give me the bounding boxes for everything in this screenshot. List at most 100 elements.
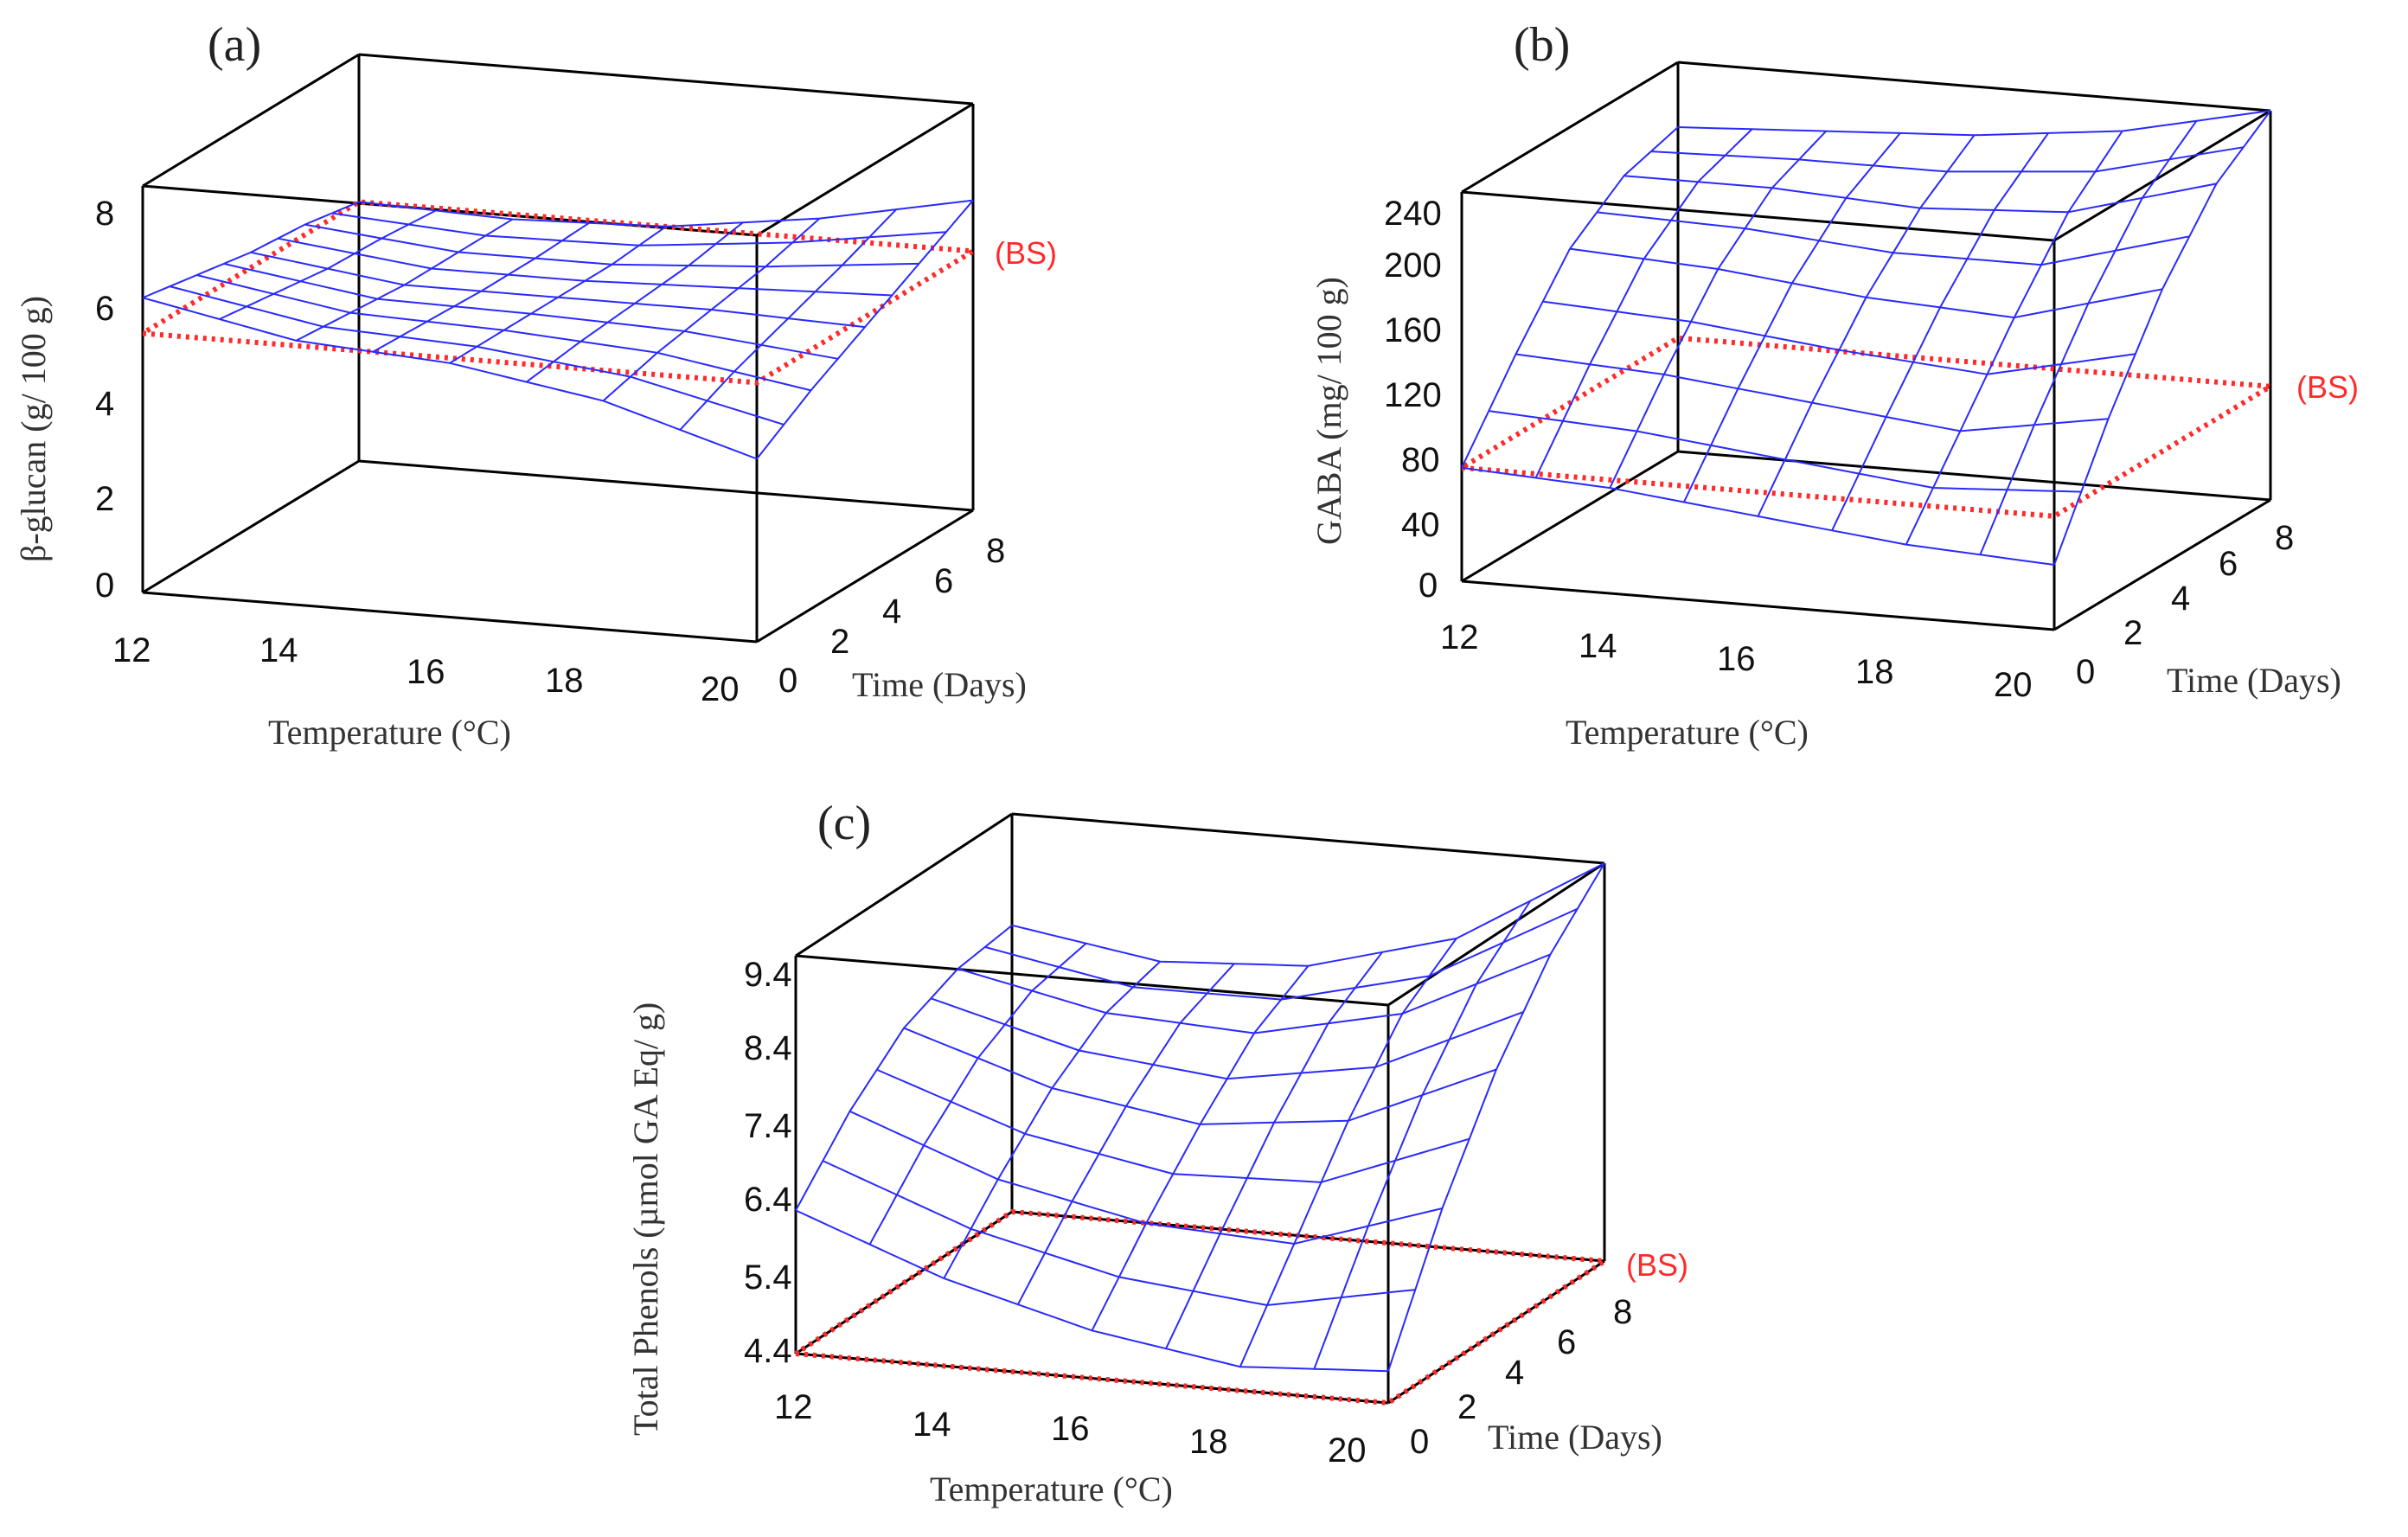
surface-line xyxy=(358,199,974,227)
panel-a-zt0: 0 xyxy=(95,567,114,605)
panel-c-zt4: 8.4 xyxy=(744,1029,792,1067)
panel-a-surface xyxy=(142,199,974,460)
surface-line xyxy=(1609,130,1828,489)
surface-line xyxy=(170,285,785,426)
panel-b-zt5: 200 xyxy=(1384,247,1442,285)
panel-b-ylabel: Time (Days) xyxy=(2167,661,2341,700)
panel-c-surface xyxy=(795,862,1605,1373)
panel-a-xt1: 14 xyxy=(259,631,298,669)
panel-b-surface xyxy=(1461,110,2271,566)
box-edge xyxy=(1387,861,1605,1007)
surface-line xyxy=(1489,410,2082,493)
surface-line xyxy=(1165,951,1383,1349)
panel-c: (c) 4.4 5.4 6.4 7.4 8.4 9.4 12 14 16 18 … xyxy=(626,797,1688,1508)
panel-c-zt2: 6.4 xyxy=(744,1181,792,1219)
box-edge xyxy=(756,509,974,644)
panel-c-zt0: 4.4 xyxy=(744,1332,792,1370)
panel-a-yt2: 4 xyxy=(882,592,901,631)
panel-c-ticks: 4.4 5.4 6.4 7.4 8.4 9.4 12 14 16 18 20 0… xyxy=(744,956,1632,1470)
panel-a-xt4: 20 xyxy=(701,670,740,708)
panel-a-zt1: 2 xyxy=(95,480,114,518)
panel-b-ticks: 0 40 80 120 160 200 240 12 14 16 18 20 0… xyxy=(1384,195,2294,704)
panel-c-yt1: 2 xyxy=(1457,1388,1476,1426)
panel-c-label: (c) xyxy=(817,797,871,850)
panel-a-zt4: 8 xyxy=(95,195,114,233)
panel-a-xlabel: Temperature (°C) xyxy=(268,713,511,752)
box-edge xyxy=(1011,812,1605,865)
surface-line xyxy=(372,221,590,353)
box-edge xyxy=(1461,61,1679,194)
surface-line xyxy=(1387,862,1605,1372)
panel-b-yt2: 4 xyxy=(2171,580,2190,618)
panel-b-zt2: 80 xyxy=(1401,441,1440,479)
surface-line xyxy=(449,226,667,364)
panel-c-zlabel: Total Phenols (µmol GA Eq/ g) xyxy=(626,1002,665,1436)
box-edge xyxy=(358,53,974,106)
surface-line xyxy=(223,262,838,360)
panel-a-xt2: 16 xyxy=(407,653,445,691)
panel-a-zt3: 6 xyxy=(95,290,114,328)
panel-a-zlabel: β-glucan (g/ 100 g) xyxy=(14,296,53,562)
panel-b-zt6: 240 xyxy=(1384,195,1442,233)
surface-line xyxy=(1677,110,2271,137)
panel-c-ylabel: Time (Days) xyxy=(1488,1418,1662,1457)
panel-a-yt1: 2 xyxy=(830,623,849,661)
bs-plane-outline xyxy=(794,1208,1612,1406)
panel-b-bs-label: (BS) xyxy=(2296,369,2359,405)
box-edge xyxy=(1461,190,2055,242)
box-edge xyxy=(1387,1259,1605,1405)
surface-line xyxy=(1650,146,2244,173)
surface-line xyxy=(795,925,1013,1211)
surface-line xyxy=(1757,134,1976,517)
surface-line xyxy=(679,208,898,431)
panel-a-yt3: 6 xyxy=(934,562,953,600)
surface-line xyxy=(903,1027,1497,1125)
panel-b-zt0: 0 xyxy=(1419,567,1438,605)
box-edge xyxy=(1677,450,2271,502)
panel-a-ticks: 0 2 4 6 8 12 14 16 18 20 0 2 4 6 8 xyxy=(95,195,1005,708)
surface-line xyxy=(1313,900,1532,1370)
panel-b-xt3: 18 xyxy=(1855,653,1894,691)
panel-b-yt3: 6 xyxy=(2219,545,2238,583)
surface-line xyxy=(822,1160,1416,1307)
panel-b-yt4: 8 xyxy=(2275,519,2294,557)
surface-line xyxy=(602,217,821,402)
panel-c-xt3: 18 xyxy=(1189,1423,1228,1461)
panel-c-zt3: 7.4 xyxy=(744,1107,792,1145)
panel-c-zt5: 9.4 xyxy=(744,956,792,994)
box-edge xyxy=(756,102,974,237)
surface-line xyxy=(1597,211,2190,266)
panel-b-box xyxy=(1460,61,2272,631)
panel-a-xt3: 18 xyxy=(545,662,584,700)
panel-b-xt0: 12 xyxy=(1440,618,1479,656)
panel-c-bs-plane xyxy=(794,1208,1612,1406)
panel-c-xlabel: Temperature (°C) xyxy=(930,1470,1173,1508)
panel-c-box xyxy=(794,812,1606,1405)
panel-b: (b) 0 40 80 120 160 200 240 12 14 16 18 … xyxy=(1310,18,2359,752)
surface-line xyxy=(142,201,360,299)
surface-line xyxy=(868,942,1087,1246)
surface-line xyxy=(1542,300,2136,375)
box-edge xyxy=(795,812,1013,957)
panel-b-yt0: 0 xyxy=(2076,653,2095,691)
bs-plane-outline xyxy=(1460,335,2279,519)
panel-a-bs-label: (BS) xyxy=(995,235,1057,271)
panel-b-xt1: 14 xyxy=(1579,627,1617,665)
panel-a-box xyxy=(141,53,975,644)
panel-c-yt0: 0 xyxy=(1410,1423,1429,1461)
panel-c-xt2: 16 xyxy=(1051,1410,1090,1448)
panel-b-xt2: 16 xyxy=(1717,640,1756,678)
panel-c-xt4: 20 xyxy=(1328,1431,1367,1470)
panel-a-yt0: 0 xyxy=(778,662,797,700)
panel-a-label: (a) xyxy=(208,18,261,72)
panel-a: (a) 0 2 4 6 8 12 14 16 18 20 0 2 4 6 8 T… xyxy=(14,18,1057,752)
panel-c-bs-label: (BS) xyxy=(1626,1247,1688,1283)
surface-line xyxy=(2053,110,2271,566)
panel-c-yt3: 6 xyxy=(1557,1323,1576,1361)
panel-b-zt4: 160 xyxy=(1384,311,1442,349)
surface-line xyxy=(756,199,974,460)
surface-line xyxy=(1979,120,2198,555)
panel-a-zt2: 4 xyxy=(95,385,114,423)
panel-b-label: (b) xyxy=(1514,18,1570,72)
